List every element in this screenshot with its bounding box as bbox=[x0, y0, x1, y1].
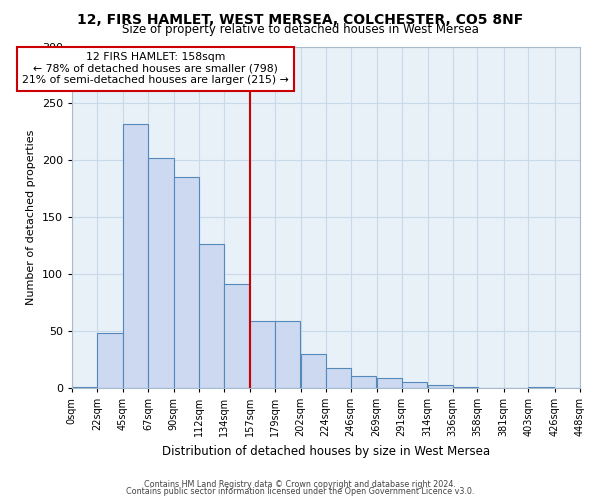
Bar bbox=[301, 354, 326, 388]
Bar bbox=[401, 382, 427, 388]
Text: 12 FIRS HAMLET: 158sqm
← 78% of detached houses are smaller (798)
21% of semi-de: 12 FIRS HAMLET: 158sqm ← 78% of detached… bbox=[22, 52, 289, 86]
Bar bbox=[174, 178, 199, 388]
Bar bbox=[199, 244, 224, 388]
Bar bbox=[275, 320, 300, 388]
Bar bbox=[250, 320, 275, 388]
Text: 12, FIRS HAMLET, WEST MERSEA, COLCHESTER, CO5 8NF: 12, FIRS HAMLET, WEST MERSEA, COLCHESTER… bbox=[77, 12, 523, 26]
X-axis label: Distribution of detached houses by size in West Mersea: Distribution of detached houses by size … bbox=[162, 444, 490, 458]
Bar bbox=[452, 386, 478, 388]
Bar bbox=[97, 333, 123, 388]
Text: Contains public sector information licensed under the Open Government Licence v3: Contains public sector information licen… bbox=[126, 488, 474, 496]
Bar bbox=[350, 376, 376, 388]
Bar bbox=[72, 386, 97, 388]
Bar bbox=[529, 386, 554, 388]
Text: Contains HM Land Registry data © Crown copyright and database right 2024.: Contains HM Land Registry data © Crown c… bbox=[144, 480, 456, 489]
Bar bbox=[224, 284, 249, 388]
Bar bbox=[428, 386, 453, 388]
Bar bbox=[377, 378, 402, 388]
Bar bbox=[123, 124, 148, 388]
Y-axis label: Number of detached properties: Number of detached properties bbox=[26, 130, 36, 305]
Bar bbox=[148, 158, 174, 388]
Bar bbox=[326, 368, 351, 388]
Text: Size of property relative to detached houses in West Mersea: Size of property relative to detached ho… bbox=[122, 22, 478, 36]
